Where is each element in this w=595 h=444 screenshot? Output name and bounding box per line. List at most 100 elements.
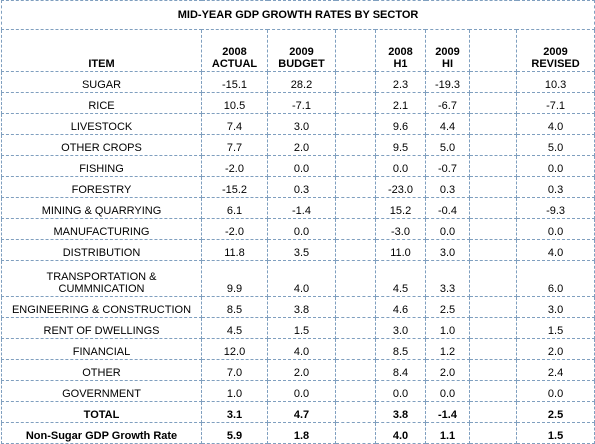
spacer-cell bbox=[469, 380, 517, 402]
spacer-cell bbox=[469, 239, 517, 261]
spacer-cell bbox=[469, 155, 517, 177]
value-cell-actual-2008: 10.5 bbox=[201, 92, 268, 114]
value-cell-actual-2008: -15.1 bbox=[201, 71, 268, 93]
header-2008-h1-year: 2008 bbox=[388, 46, 413, 58]
header-2009-hi-label: HI bbox=[442, 58, 453, 70]
spacer-cell bbox=[469, 359, 517, 381]
value-cell-revised-2009: 5.0 bbox=[515, 134, 595, 156]
item-cell: ENGINEERING & CONSTRUCTION bbox=[1, 296, 202, 318]
item-cell: OTHER CROPS bbox=[1, 134, 202, 156]
value-cell-h1-2008: 8.5 bbox=[375, 338, 426, 360]
item-cell: FISHING bbox=[1, 155, 202, 177]
table-row: TRANSPORTATION & CUMMNICATION 9.9 4.0 4.5 3.… bbox=[1, 260, 595, 297]
value-cell-budget-2009: 0.0 bbox=[267, 155, 336, 177]
value-cell-h1-2008: 4.6 bbox=[375, 296, 426, 318]
value-cell-actual-2008: 6.1 bbox=[201, 197, 268, 219]
value-cell-budget-2009: 0.3 bbox=[267, 176, 336, 198]
value-cell-actual-2008: -2.0 bbox=[201, 218, 268, 240]
value-cell-budget-2009: -1.4 bbox=[267, 197, 336, 219]
header-2009-budget-year: 2009 bbox=[289, 46, 314, 58]
table-title: MID-YEAR GDP GROWTH RATES BY SECTOR bbox=[0, 0, 595, 30]
spacer-cell bbox=[335, 359, 376, 381]
table-row: DISTRIBUTION 11.8 3.5 11.0 3.0 4.0 bbox=[1, 239, 595, 261]
value-cell-h1-2008: 11.0 bbox=[375, 239, 426, 261]
item-cell: FORESTRY bbox=[1, 176, 202, 198]
spacer-cell bbox=[335, 155, 376, 177]
item-cell: MINING & QUARRYING bbox=[1, 197, 202, 219]
spacer-cell bbox=[335, 317, 376, 339]
value-cell-budget-2009: 3.8 bbox=[267, 296, 336, 318]
title-row: MID-YEAR GDP GROWTH RATES BY SECTOR bbox=[0, 0, 595, 30]
value-cell-actual-2008: 7.0 bbox=[201, 359, 268, 381]
value-cell-actual-2008: 8.5 bbox=[201, 296, 268, 318]
value-cell-revised-2009: 0.3 bbox=[515, 176, 595, 198]
spacer-cell bbox=[469, 92, 517, 114]
table-row: MINING & QUARRYING 6.1 -1.4 15.2 -0.4 -9.3 bbox=[1, 197, 595, 219]
spacer-cell bbox=[335, 260, 376, 297]
value-cell-budget-2009: 4.0 bbox=[267, 338, 336, 360]
value-cell-revised-2009: 3.0 bbox=[515, 296, 595, 318]
item-cell: FINANCIAL bbox=[1, 338, 202, 360]
spacer-cell bbox=[469, 176, 517, 198]
value-cell-hi-2009: 5.0 bbox=[425, 134, 470, 156]
item-cell: RICE bbox=[1, 92, 202, 114]
spacer-cell bbox=[469, 113, 517, 135]
spacer-cell bbox=[335, 92, 376, 114]
item-cell: Non-Sugar GDP Growth Rate bbox=[1, 422, 202, 444]
spacer-cell bbox=[469, 317, 517, 339]
spacer-cell bbox=[335, 296, 376, 318]
value-cell-actual-2008: 7.7 bbox=[201, 134, 268, 156]
item-cell: TOTAL bbox=[1, 401, 202, 423]
table-row: OTHER CROPS 7.7 2.0 9.5 5.0 5.0 bbox=[1, 134, 595, 156]
value-cell-h1-2008: 3.8 bbox=[375, 401, 426, 423]
value-cell-budget-2009: 1.5 bbox=[267, 317, 336, 339]
spacer-cell bbox=[469, 401, 517, 423]
value-cell-revised-2009: 0.0 bbox=[515, 218, 595, 240]
value-cell-revised-2009: -9.3 bbox=[515, 197, 595, 219]
header-2008-actual-label: ACTUAL bbox=[211, 58, 258, 70]
value-cell-h1-2008: -3.0 bbox=[375, 218, 426, 240]
table-row: FORESTRY -15.2 0.3 -23.0 0.3 0.3 bbox=[1, 176, 595, 198]
value-cell-hi-2009: 2.5 bbox=[425, 296, 470, 318]
spacer-cell bbox=[469, 260, 517, 297]
value-cell-hi-2009: 3.0 bbox=[425, 239, 470, 261]
value-cell-hi-2009: -19.3 bbox=[425, 71, 470, 93]
value-cell-h1-2008: 0.0 bbox=[375, 155, 426, 177]
value-cell-h1-2008: 3.0 bbox=[375, 317, 426, 339]
value-cell-actual-2008: 4.5 bbox=[201, 317, 268, 339]
value-cell-actual-2008: 11.8 bbox=[201, 239, 268, 261]
spacer-cell bbox=[335, 134, 376, 156]
value-cell-actual-2008: 1.0 bbox=[201, 380, 268, 402]
spacer-cell bbox=[335, 113, 376, 135]
table-row: FISHING -2.0 0.0 0.0 -0.7 0.0 bbox=[1, 155, 595, 177]
spacer-cell bbox=[469, 296, 517, 318]
value-cell-h1-2008: 4.5 bbox=[375, 260, 426, 297]
value-cell-hi-2009: 3.3 bbox=[425, 260, 470, 297]
value-cell-hi-2009: 2.0 bbox=[425, 359, 470, 381]
value-cell-hi-2009: -6.7 bbox=[425, 92, 470, 114]
value-cell-hi-2009: 1.0 bbox=[425, 317, 470, 339]
value-cell-revised-2009: 2.0 bbox=[515, 338, 595, 360]
value-cell-hi-2009: 1.2 bbox=[425, 338, 470, 360]
value-cell-budget-2009: 0.0 bbox=[267, 380, 336, 402]
spacer-cell bbox=[335, 71, 376, 93]
value-cell-budget-2009: 3.0 bbox=[267, 113, 336, 135]
value-cell-hi-2009: -0.4 bbox=[425, 197, 470, 219]
item-cell: GOVERNMENT bbox=[1, 380, 202, 402]
item-cell: MANUFACTURING bbox=[1, 218, 202, 240]
spacer-cell bbox=[335, 422, 376, 444]
item-cell: TRANSPORTATION & CUMMNICATION bbox=[1, 260, 202, 297]
value-cell-h1-2008: 4.0 bbox=[375, 422, 426, 444]
header-2008-actual-year: 2008 bbox=[222, 46, 247, 58]
value-cell-h1-2008: 2.1 bbox=[375, 92, 426, 114]
value-cell-actual-2008: 12.0 bbox=[201, 338, 268, 360]
header-2009-budget-label: BUDGET bbox=[278, 58, 325, 70]
value-cell-hi-2009: 1.1 bbox=[425, 422, 470, 444]
value-cell-hi-2009: 0.0 bbox=[425, 380, 470, 402]
value-cell-actual-2008: 5.9 bbox=[201, 422, 268, 444]
value-cell-revised-2009: 4.0 bbox=[515, 239, 595, 261]
spacer-cell bbox=[335, 197, 376, 219]
value-cell-hi-2009: 4.4 bbox=[425, 113, 470, 135]
value-cell-budget-2009: 0.0 bbox=[267, 218, 336, 240]
header-2008-actual: 2008 ACTUAL bbox=[201, 29, 268, 72]
